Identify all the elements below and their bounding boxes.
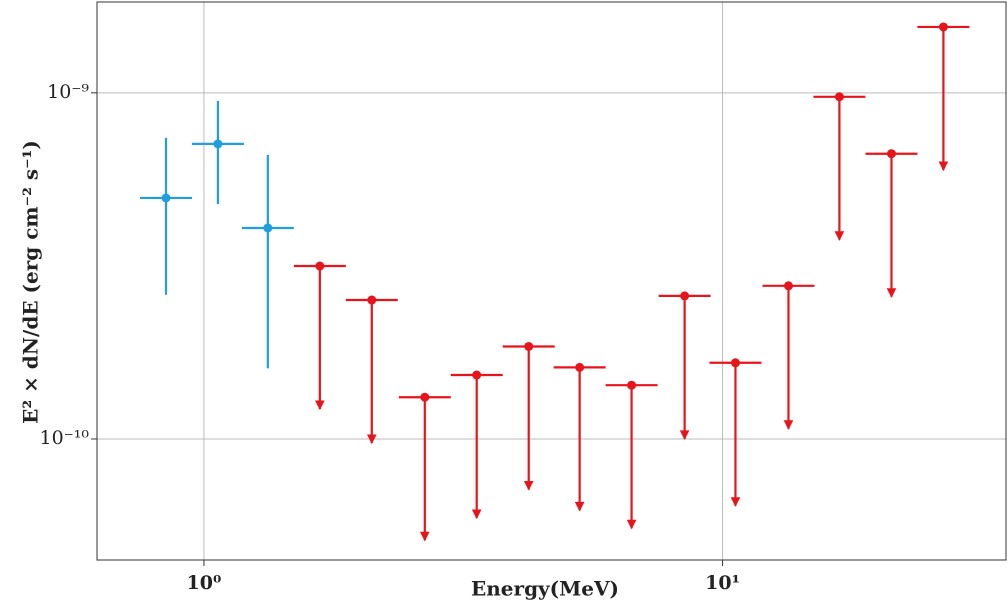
arrow-head bbox=[679, 430, 690, 441]
arrow-head bbox=[574, 501, 585, 512]
point bbox=[783, 281, 793, 291]
point bbox=[575, 362, 585, 372]
x-tick-label: 10⁰ bbox=[187, 572, 222, 594]
y-tick-label: 10⁻⁹ bbox=[47, 81, 89, 103]
point bbox=[367, 295, 377, 305]
arrow-head bbox=[419, 531, 430, 542]
point bbox=[886, 149, 896, 159]
arrow-head bbox=[730, 497, 741, 507]
arrow-head bbox=[315, 400, 325, 411]
x-tick-label: 10¹ bbox=[705, 572, 740, 594]
arrow-head bbox=[471, 509, 482, 520]
point bbox=[938, 22, 948, 32]
point bbox=[627, 380, 637, 390]
point bbox=[834, 92, 844, 102]
arrow-head bbox=[886, 288, 897, 298]
plot-frame bbox=[96, 1, 1007, 561]
x-axis-label: Energy(MeV) bbox=[471, 577, 619, 601]
point bbox=[524, 341, 534, 351]
arrow-head bbox=[626, 519, 637, 530]
arrow-head bbox=[938, 161, 949, 172]
point bbox=[213, 139, 223, 149]
point bbox=[420, 392, 430, 402]
point bbox=[263, 223, 273, 233]
y-axis-label: E² × dN/dE (erg cm⁻² s⁻¹) bbox=[19, 140, 43, 424]
point bbox=[315, 261, 325, 271]
arrow-head bbox=[783, 420, 794, 430]
point bbox=[161, 193, 171, 203]
y-tick-label: 10⁻¹⁰ bbox=[40, 427, 90, 449]
arrow-head bbox=[366, 434, 377, 445]
arrow-head bbox=[523, 480, 534, 491]
arrow-head bbox=[834, 231, 845, 241]
point bbox=[472, 370, 482, 380]
point bbox=[680, 291, 690, 301]
point bbox=[730, 358, 740, 368]
